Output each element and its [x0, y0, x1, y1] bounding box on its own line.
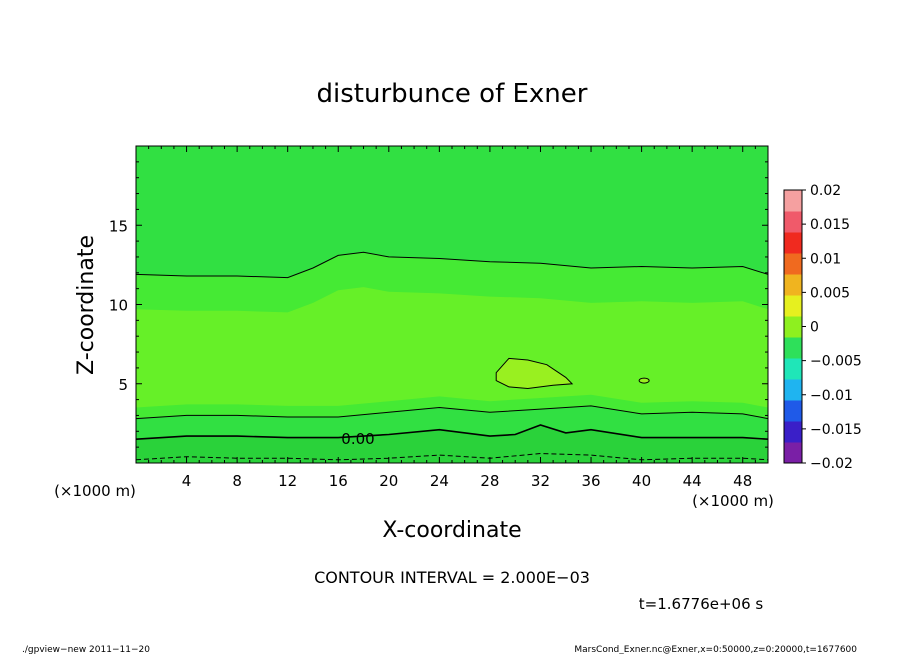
x-unit-label: (×1000 m)	[692, 492, 774, 510]
colorbar-label: 0.005	[810, 285, 850, 301]
y-unit-label: (×1000 m)	[54, 482, 136, 500]
colorbar-swatch	[784, 400, 802, 422]
x-tick-label: 4	[182, 472, 192, 490]
colorbar-label: −0.01	[810, 388, 853, 404]
contour-line-small	[638, 377, 650, 384]
y-axis-ticks: 5 10 15	[109, 161, 768, 448]
footer-right: MarsCond_Exner.nc@Exner,x=0:50000,z=0:20…	[574, 645, 857, 654]
colorbar-swatch	[784, 442, 802, 464]
colorbar-swatch	[784, 211, 802, 233]
colorbar-swatch	[784, 358, 802, 380]
contour-label: 0.00	[341, 430, 374, 448]
colorbar-swatch	[784, 421, 802, 443]
colorbar-label: 0	[810, 320, 819, 336]
contour-line-zero	[135, 424, 769, 440]
colorbar-label: 0.015	[810, 217, 850, 233]
colorbar: 0.02 0.015 0.01 0.005 0 −0.005 −0.01 −0.015 −0.0…	[783, 183, 862, 472]
contour-plot-area: 0.00	[135, 145, 769, 464]
x-axis-label: X-coordinate	[382, 518, 521, 543]
colorbar-swatch	[784, 316, 802, 338]
colorbar-label: −0.005	[810, 354, 862, 370]
footer-left: ./gpview−new 2011−11−20	[22, 645, 150, 654]
y-tick-label: 15	[109, 217, 128, 235]
x-tick-label: 8	[232, 472, 242, 490]
x-tick-label: 36	[581, 472, 600, 490]
x-tick-label: 48	[733, 472, 752, 490]
chart-title: disturbunce of Exner	[317, 79, 588, 109]
x-tick-label: 32	[531, 472, 550, 490]
x-tick-label: 28	[480, 472, 499, 490]
band-high-level	[136, 287, 768, 408]
x-tick-label: 40	[632, 472, 651, 490]
colorbar-swatch	[784, 274, 802, 296]
contour-interval-text: CONTOUR INTERVAL = 2.000E−03	[314, 568, 590, 587]
x-tick-label: 24	[430, 472, 449, 490]
time-text: t=1.6776e+06 s	[639, 595, 764, 613]
y-axis-label: Z-coordinate	[74, 235, 99, 375]
x-tick-label: 44	[683, 472, 702, 490]
colorbar-label: −0.015	[810, 422, 862, 438]
x-axis-ticks: 4 8 12 16 20 24 28 32 36 40 44 48	[148, 146, 756, 490]
y-tick-label: 10	[109, 297, 128, 315]
colorbar-label: −0.02	[810, 456, 853, 472]
colorbar-swatch	[784, 295, 802, 317]
contour-line-blob	[495, 357, 574, 390]
colorbar-swatch	[784, 253, 802, 275]
x-tick-label: 12	[278, 472, 297, 490]
y-tick-label: 5	[118, 376, 128, 394]
colorbar-swatch	[784, 232, 802, 254]
colorbar-swatch	[784, 190, 802, 212]
band-lower-level	[136, 425, 768, 463]
contour-lines	[135, 251, 769, 461]
contour-line-dashed	[135, 452, 769, 461]
x-tick-label: 20	[379, 472, 398, 490]
x-tick-label: 16	[329, 472, 348, 490]
contour-line-lower	[135, 405, 769, 420]
colorbar-label: 0.02	[810, 183, 841, 199]
colorbar-swatch	[784, 337, 802, 359]
contour-line-upper	[135, 251, 769, 279]
colorbar-label: 0.01	[810, 251, 841, 267]
colorbar-swatch	[784, 379, 802, 401]
